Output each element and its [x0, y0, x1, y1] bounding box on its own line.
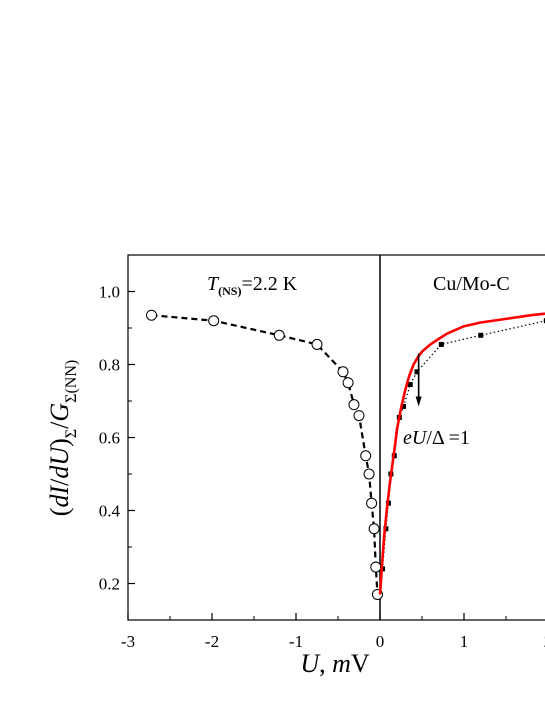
data-point-circle	[353, 410, 365, 422]
data-point-circle	[342, 377, 354, 389]
data-point-square	[401, 403, 407, 409]
y-tick-label: 0.4	[99, 502, 121, 521]
y-axis-slash: /	[45, 478, 74, 486]
gap-label-rest: /Δ =1	[426, 427, 470, 449]
y-tick-label: 0.6	[99, 429, 120, 448]
series-open-circles-dashed-line	[151, 314, 379, 595]
y-axis-title: (dI/dU)Σ/GΣ(NN)	[45, 360, 80, 516]
data-point-circle	[366, 497, 378, 509]
series-solid-line	[378, 312, 545, 595]
x-axis-sep: ,	[319, 649, 332, 678]
data-point-square	[414, 369, 420, 375]
gap-marker-head	[415, 396, 422, 407]
x-axis-unit: V	[351, 649, 370, 678]
plot-area: -3 -2 -1 0 1 2 0.2 0.4 0.6 0.8 1.0	[99, 254, 545, 651]
data-point-circle	[360, 450, 372, 462]
temperature-label: T(NS)=2.2 K	[207, 273, 298, 298]
gap-label: eU/Δ =1	[403, 427, 470, 449]
y-axis-di: dI	[45, 485, 74, 508]
data-point-circle	[146, 309, 158, 321]
data-point-square	[407, 382, 413, 388]
y-ticks: 0.2 0.4 0.6 0.8 1.0	[99, 254, 135, 621]
x-tick-label: 1	[460, 632, 469, 651]
temperature-rest: =2.2 K	[241, 273, 297, 295]
series-layer	[146, 309, 545, 600]
y-axis-sub-nn: Σ(NN)	[63, 360, 80, 403]
temperature-var: T	[207, 273, 220, 295]
x-tick-label: 2	[544, 632, 545, 651]
y-tick-label: 0.2	[99, 575, 120, 594]
data-point-circle	[208, 315, 220, 327]
sample-label: Cu/Mo-C	[433, 273, 510, 295]
x-tick-label: -1	[289, 632, 303, 651]
x-tick-label: 0	[376, 632, 385, 651]
plot-frame	[127, 254, 545, 621]
x-tick-label: -2	[205, 632, 219, 651]
x-axis-var: U	[300, 649, 321, 678]
data-point-square	[543, 318, 545, 324]
x-tick-label: -3	[121, 632, 135, 651]
data-point-circle	[273, 329, 285, 341]
y-axis-sub-sigma: Σ	[63, 429, 80, 438]
gap-label-italic: eU	[403, 427, 428, 449]
data-point-circle	[311, 338, 323, 350]
y-axis-paren-close: )	[45, 438, 74, 447]
data-point-square	[438, 341, 444, 347]
data-point-circle	[348, 399, 360, 411]
gap-marker-arrow	[415, 353, 422, 407]
x-axis-title: U, mV	[300, 649, 370, 678]
y-tick-label: 1.0	[99, 283, 120, 302]
x-axis-unit-prefix: m	[332, 649, 351, 678]
data-point-circle	[370, 561, 382, 573]
temperature-sub: (NS)	[218, 284, 241, 298]
y-axis-slash-2: /	[45, 421, 74, 429]
x-ticks: -3 -2 -1 0 1 2	[121, 613, 545, 651]
y-axis-g: G	[45, 403, 74, 422]
data-point-circle	[363, 468, 375, 480]
y-tick-label: 0.8	[99, 356, 120, 375]
series-filled-squares-dotted-line	[381, 320, 545, 569]
y-axis-paren-open: (	[45, 508, 74, 517]
y-axis-du: dU	[45, 445, 74, 479]
data-point-circle	[337, 366, 349, 378]
data-point-circle	[368, 523, 380, 535]
data-point-square	[478, 332, 484, 338]
